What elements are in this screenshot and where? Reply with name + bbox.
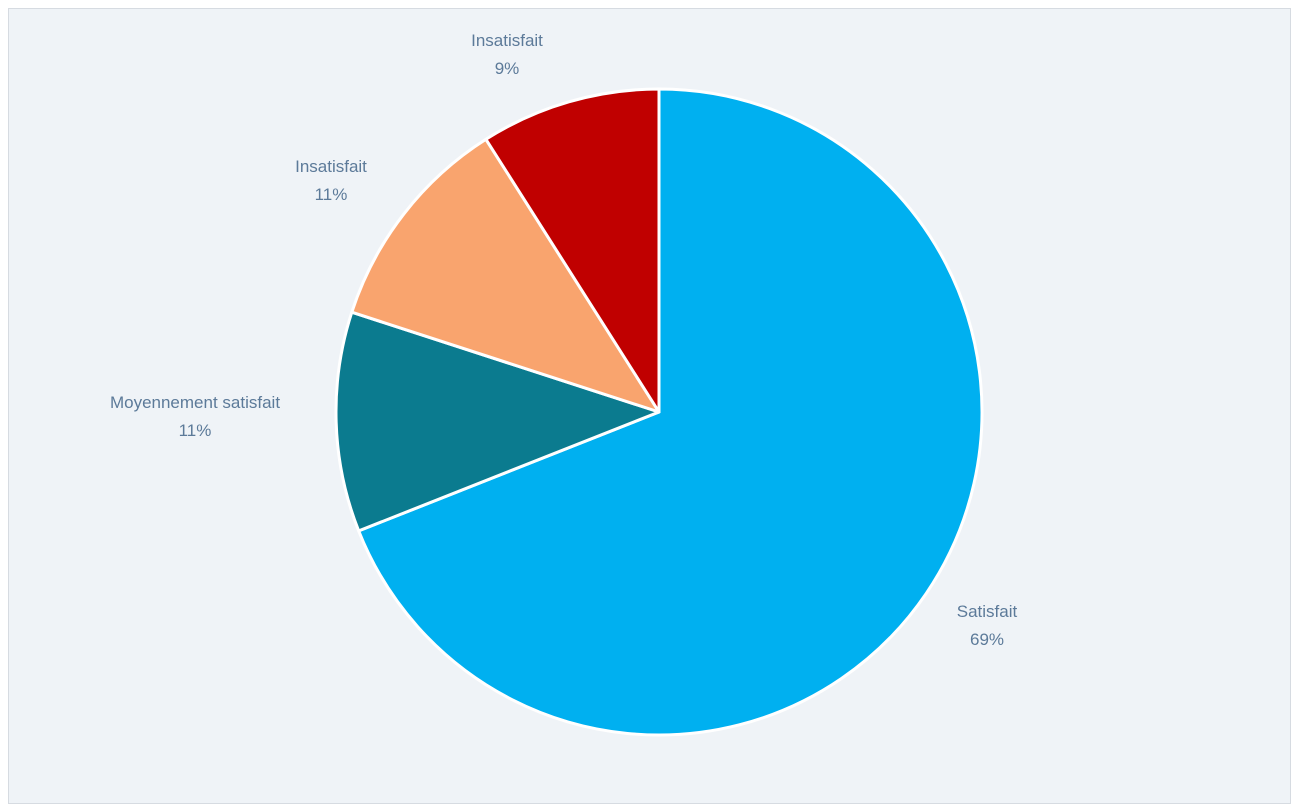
slice-label-name: Satisfait	[957, 602, 1018, 621]
slice-label-percent: 9%	[495, 59, 520, 78]
slice-label-4: Insatisfait 9%	[471, 31, 543, 78]
slice-label-3: Insatisfait 11%	[295, 157, 367, 204]
slice-label-1: Satisfait 69%	[957, 602, 1018, 649]
slice-label-name: Insatisfait	[295, 157, 367, 176]
slice-label-name: Insatisfait	[471, 31, 543, 50]
pie-slice-3	[350, 137, 661, 414]
slice-label-percent: 11%	[315, 185, 348, 204]
pie-slice-4	[484, 87, 661, 414]
pie-slice-2	[334, 310, 661, 533]
slice-label-percent: 69%	[970, 630, 1004, 649]
slice-label-2: Moyennement satisfait 11%	[110, 393, 280, 440]
slice-label-percent: 11%	[179, 421, 212, 440]
slice-label-name: Moyennement satisfait	[110, 393, 280, 412]
pie-slice-1	[357, 87, 984, 737]
